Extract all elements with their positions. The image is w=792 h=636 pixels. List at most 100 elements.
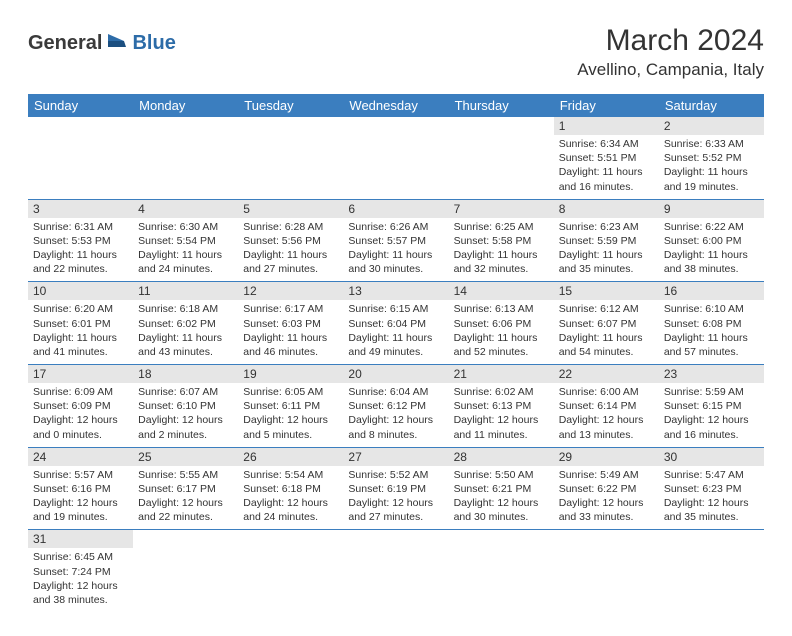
- day-info: Sunrise: 6:13 AMSunset: 6:06 PMDaylight:…: [449, 300, 554, 364]
- sunrise-text: Sunrise: 5:49 AM: [559, 468, 654, 482]
- day-number: 1: [554, 117, 659, 135]
- day-number: 25: [133, 448, 238, 466]
- day-number: 10: [28, 282, 133, 300]
- sunset-text: Sunset: 5:56 PM: [243, 234, 338, 248]
- day-number: 29: [554, 448, 659, 466]
- sunset-text: Sunset: 6:18 PM: [243, 482, 338, 496]
- day-info: Sunrise: 6:28 AMSunset: 5:56 PMDaylight:…: [238, 218, 343, 282]
- daylight-text: Daylight: 12 hours and 38 minutes.: [33, 579, 128, 607]
- flag-icon: [106, 32, 128, 55]
- day-info: Sunrise: 5:47 AMSunset: 6:23 PMDaylight:…: [659, 466, 764, 530]
- calendar-cell: [554, 530, 659, 612]
- day-number: 14: [449, 282, 554, 300]
- calendar-cell: 4Sunrise: 6:30 AMSunset: 5:54 PMDaylight…: [133, 199, 238, 282]
- sunrise-text: Sunrise: 5:55 AM: [138, 468, 233, 482]
- calendar-cell: [28, 117, 133, 199]
- title-block: March 2024 Avellino, Campania, Italy: [577, 24, 764, 80]
- calendar-cell: [343, 530, 448, 612]
- daylight-text: Daylight: 12 hours and 24 minutes.: [243, 496, 338, 524]
- calendar-cell: 28Sunrise: 5:50 AMSunset: 6:21 PMDayligh…: [449, 447, 554, 530]
- day-info: Sunrise: 5:57 AMSunset: 6:16 PMDaylight:…: [28, 466, 133, 530]
- sunrise-text: Sunrise: 6:45 AM: [33, 550, 128, 564]
- calendar-row: 17Sunrise: 6:09 AMSunset: 6:09 PMDayligh…: [28, 365, 764, 448]
- day-info: Sunrise: 6:02 AMSunset: 6:13 PMDaylight:…: [449, 383, 554, 447]
- weekday-header: Tuesday: [238, 94, 343, 117]
- calendar-cell: 13Sunrise: 6:15 AMSunset: 6:04 PMDayligh…: [343, 282, 448, 365]
- daylight-text: Daylight: 12 hours and 11 minutes.: [454, 413, 549, 441]
- calendar-cell: 8Sunrise: 6:23 AMSunset: 5:59 PMDaylight…: [554, 199, 659, 282]
- weekday-header: Friday: [554, 94, 659, 117]
- sunset-text: Sunset: 6:17 PM: [138, 482, 233, 496]
- sunset-text: Sunset: 6:21 PM: [454, 482, 549, 496]
- sunrise-text: Sunrise: 5:57 AM: [33, 468, 128, 482]
- sunset-text: Sunset: 6:09 PM: [33, 399, 128, 413]
- weekday-header: Monday: [133, 94, 238, 117]
- weekday-header-row: SundayMondayTuesdayWednesdayThursdayFrid…: [28, 94, 764, 117]
- sunset-text: Sunset: 6:16 PM: [33, 482, 128, 496]
- calendar-cell: 24Sunrise: 5:57 AMSunset: 6:16 PMDayligh…: [28, 447, 133, 530]
- calendar-row: 31Sunrise: 6:45 AMSunset: 7:24 PMDayligh…: [28, 530, 764, 612]
- day-info: Sunrise: 5:54 AMSunset: 6:18 PMDaylight:…: [238, 466, 343, 530]
- calendar-cell: 7Sunrise: 6:25 AMSunset: 5:58 PMDaylight…: [449, 199, 554, 282]
- sunset-text: Sunset: 6:19 PM: [348, 482, 443, 496]
- calendar-cell: 14Sunrise: 6:13 AMSunset: 6:06 PMDayligh…: [449, 282, 554, 365]
- calendar-cell: 11Sunrise: 6:18 AMSunset: 6:02 PMDayligh…: [133, 282, 238, 365]
- calendar-table: SundayMondayTuesdayWednesdayThursdayFrid…: [28, 94, 764, 612]
- sunset-text: Sunset: 6:01 PM: [33, 317, 128, 331]
- calendar-cell: [659, 530, 764, 612]
- calendar-cell: 21Sunrise: 6:02 AMSunset: 6:13 PMDayligh…: [449, 365, 554, 448]
- day-info: Sunrise: 5:50 AMSunset: 6:21 PMDaylight:…: [449, 466, 554, 530]
- calendar-body: 1Sunrise: 6:34 AMSunset: 5:51 PMDaylight…: [28, 117, 764, 612]
- sunset-text: Sunset: 7:24 PM: [33, 565, 128, 579]
- sunset-text: Sunset: 6:15 PM: [664, 399, 759, 413]
- day-info: Sunrise: 6:31 AMSunset: 5:53 PMDaylight:…: [28, 218, 133, 282]
- daylight-text: Daylight: 11 hours and 16 minutes.: [559, 165, 654, 193]
- sunrise-text: Sunrise: 6:15 AM: [348, 302, 443, 316]
- day-info: Sunrise: 6:00 AMSunset: 6:14 PMDaylight:…: [554, 383, 659, 447]
- calendar-cell: 17Sunrise: 6:09 AMSunset: 6:09 PMDayligh…: [28, 365, 133, 448]
- sunrise-text: Sunrise: 5:54 AM: [243, 468, 338, 482]
- day-number: 26: [238, 448, 343, 466]
- daylight-text: Daylight: 11 hours and 30 minutes.: [348, 248, 443, 276]
- day-info: Sunrise: 6:04 AMSunset: 6:12 PMDaylight:…: [343, 383, 448, 447]
- day-info: Sunrise: 5:55 AMSunset: 6:17 PMDaylight:…: [133, 466, 238, 530]
- day-number: 13: [343, 282, 448, 300]
- sunrise-text: Sunrise: 6:05 AM: [243, 385, 338, 399]
- sunset-text: Sunset: 6:12 PM: [348, 399, 443, 413]
- sunset-text: Sunset: 6:08 PM: [664, 317, 759, 331]
- sunset-text: Sunset: 6:22 PM: [559, 482, 654, 496]
- sunset-text: Sunset: 6:23 PM: [664, 482, 759, 496]
- calendar-cell: 12Sunrise: 6:17 AMSunset: 6:03 PMDayligh…: [238, 282, 343, 365]
- day-number: 21: [449, 365, 554, 383]
- calendar-cell: 26Sunrise: 5:54 AMSunset: 6:18 PMDayligh…: [238, 447, 343, 530]
- day-number: 5: [238, 200, 343, 218]
- daylight-text: Daylight: 12 hours and 35 minutes.: [664, 496, 759, 524]
- day-number: 27: [343, 448, 448, 466]
- day-info: Sunrise: 6:10 AMSunset: 6:08 PMDaylight:…: [659, 300, 764, 364]
- calendar-cell: 22Sunrise: 6:00 AMSunset: 6:14 PMDayligh…: [554, 365, 659, 448]
- calendar-cell: 3Sunrise: 6:31 AMSunset: 5:53 PMDaylight…: [28, 199, 133, 282]
- day-number: 20: [343, 365, 448, 383]
- sunset-text: Sunset: 6:13 PM: [454, 399, 549, 413]
- day-info: Sunrise: 6:33 AMSunset: 5:52 PMDaylight:…: [659, 135, 764, 199]
- calendar-cell: 9Sunrise: 6:22 AMSunset: 6:00 PMDaylight…: [659, 199, 764, 282]
- calendar-cell: 30Sunrise: 5:47 AMSunset: 6:23 PMDayligh…: [659, 447, 764, 530]
- day-info: Sunrise: 6:20 AMSunset: 6:01 PMDaylight:…: [28, 300, 133, 364]
- sunset-text: Sunset: 5:51 PM: [559, 151, 654, 165]
- sunrise-text: Sunrise: 5:47 AM: [664, 468, 759, 482]
- daylight-text: Daylight: 12 hours and 2 minutes.: [138, 413, 233, 441]
- sunset-text: Sunset: 6:06 PM: [454, 317, 549, 331]
- day-number: 4: [133, 200, 238, 218]
- calendar-cell: 29Sunrise: 5:49 AMSunset: 6:22 PMDayligh…: [554, 447, 659, 530]
- day-info: Sunrise: 6:30 AMSunset: 5:54 PMDaylight:…: [133, 218, 238, 282]
- sunrise-text: Sunrise: 6:23 AM: [559, 220, 654, 234]
- day-number: 6: [343, 200, 448, 218]
- day-number: 7: [449, 200, 554, 218]
- calendar-cell: [238, 530, 343, 612]
- calendar-row: 10Sunrise: 6:20 AMSunset: 6:01 PMDayligh…: [28, 282, 764, 365]
- daylight-text: Daylight: 11 hours and 32 minutes.: [454, 248, 549, 276]
- daylight-text: Daylight: 12 hours and 16 minutes.: [664, 413, 759, 441]
- sunrise-text: Sunrise: 5:50 AM: [454, 468, 549, 482]
- daylight-text: Daylight: 12 hours and 27 minutes.: [348, 496, 443, 524]
- calendar-cell: [133, 530, 238, 612]
